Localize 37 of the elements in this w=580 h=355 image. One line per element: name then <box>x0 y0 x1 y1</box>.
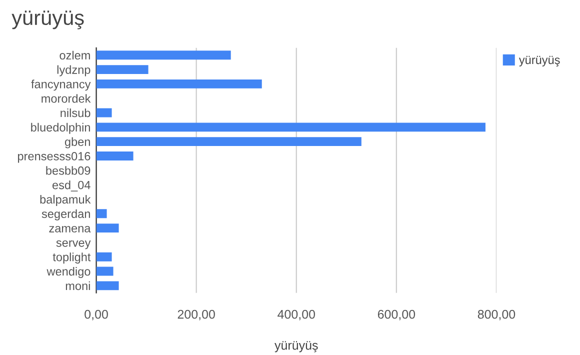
y-tick-label: servey <box>56 240 91 250</box>
y-tick-label: zamena <box>49 226 91 232</box>
y-tick-label: wendigo <box>46 266 90 278</box>
y-tick-label: nilsub <box>60 108 90 118</box>
y-tick-label: balpamuk <box>40 194 91 206</box>
y-tick-label: fancynancy <box>31 80 91 91</box>
x-tick-label: 200,00 <box>178 310 215 320</box>
bar <box>96 209 107 218</box>
legend-label: yürüyüş <box>518 56 560 66</box>
x-tick-label: 600,00 <box>378 310 416 320</box>
bar <box>96 137 362 146</box>
bar <box>96 266 114 276</box>
y-tick-label: prensesss016 <box>18 152 90 163</box>
x-tick-label: 0,00 <box>84 310 108 320</box>
y-tick-label: ozlem <box>60 50 90 60</box>
bar <box>96 108 112 118</box>
y-tick-label: gben <box>64 137 90 148</box>
bar <box>96 65 148 74</box>
x-tick-label: 400,00 <box>278 310 316 320</box>
chart-title: yürüyüş <box>12 10 84 30</box>
bar <box>96 50 231 60</box>
bar <box>96 224 119 232</box>
y-tick-label: segerdan <box>42 209 90 220</box>
bar <box>96 281 119 290</box>
y-tick-label: besbb09 <box>46 166 90 175</box>
bar <box>96 152 134 160</box>
y-tick-label: morordek <box>42 94 91 103</box>
bar <box>96 122 486 132</box>
bar <box>96 79 262 88</box>
x-axis-title: yürüyüş <box>274 341 318 352</box>
y-tick-label: lydznp <box>57 65 90 76</box>
y-tick-label: toplight <box>52 252 91 264</box>
y-tick-label: esd_04 <box>52 180 90 192</box>
y-tick-label: moni <box>66 281 90 290</box>
y-tick-label: bluedolphin <box>31 122 90 134</box>
bar <box>96 252 112 262</box>
x-tick-label: 800,00 <box>478 310 516 320</box>
